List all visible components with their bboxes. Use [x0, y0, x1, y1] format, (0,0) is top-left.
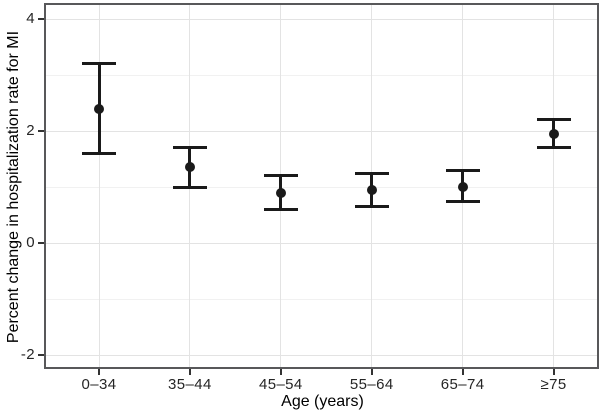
x-tick-label: 0–34: [81, 376, 117, 393]
gridline-major: [46, 18, 597, 20]
error-bar-cap-top: [172, 146, 207, 150]
y-tick-mark: [38, 130, 44, 132]
x-tick-mark: [98, 369, 100, 375]
point-marker: [366, 184, 377, 195]
x-tick-label: 55–64: [349, 376, 394, 393]
y-tick-mark: [38, 242, 44, 244]
y-tick-mark: [38, 354, 44, 356]
x-tick-mark: [188, 369, 191, 375]
y-tick-label: 4: [26, 10, 35, 27]
x-tick-label: 65–74: [440, 376, 485, 393]
x-tick-mark: [279, 369, 282, 375]
gridline-major: [46, 130, 597, 132]
gridline-minor: [46, 74, 597, 76]
point-marker: [548, 128, 559, 139]
error-bar-cap-bottom: [263, 207, 298, 211]
y-tick-label: 2: [26, 122, 35, 139]
gridline-vertical: [553, 5, 555, 367]
point-marker: [457, 182, 468, 192]
error-bar-cap-top: [263, 174, 298, 178]
x-tick-mark: [461, 369, 464, 375]
gridline-minor: [46, 298, 597, 300]
gridline-minor: [46, 186, 597, 188]
error-bar-cap-bottom: [172, 185, 207, 189]
plot-panel: [44, 3, 599, 369]
x-tick-mark: [370, 369, 373, 375]
x-axis-title: Age (years): [281, 393, 364, 410]
error-bar-cap-top: [354, 171, 389, 175]
point-marker: [94, 103, 104, 114]
error-bar-cap-top: [445, 168, 480, 172]
x-tick-mark: [552, 369, 555, 375]
y-tick-label: -2: [20, 346, 35, 363]
error-bar-cap-bottom: [82, 151, 116, 155]
error-bar-cap-top: [536, 118, 571, 122]
x-tick-label: 35–44: [168, 376, 212, 393]
y-tick-mark: [38, 18, 44, 20]
error-bar-cap-top: [82, 62, 116, 66]
y-axis-title: Percent change in hospitalization rate f…: [5, 30, 22, 344]
gridline-major: [46, 354, 597, 356]
point-marker: [275, 187, 286, 198]
error-bar-cap-bottom: [445, 199, 480, 203]
gridline-vertical: [98, 5, 100, 367]
error-bar-cap-bottom: [536, 146, 571, 150]
point-marker: [184, 162, 195, 173]
x-tick-label: 45–54: [258, 376, 303, 393]
x-tick-label: ≥75: [540, 376, 567, 393]
y-tick-label: 0: [26, 234, 35, 251]
error-bar-cap-bottom: [354, 205, 389, 209]
gridline-major: [46, 242, 597, 244]
